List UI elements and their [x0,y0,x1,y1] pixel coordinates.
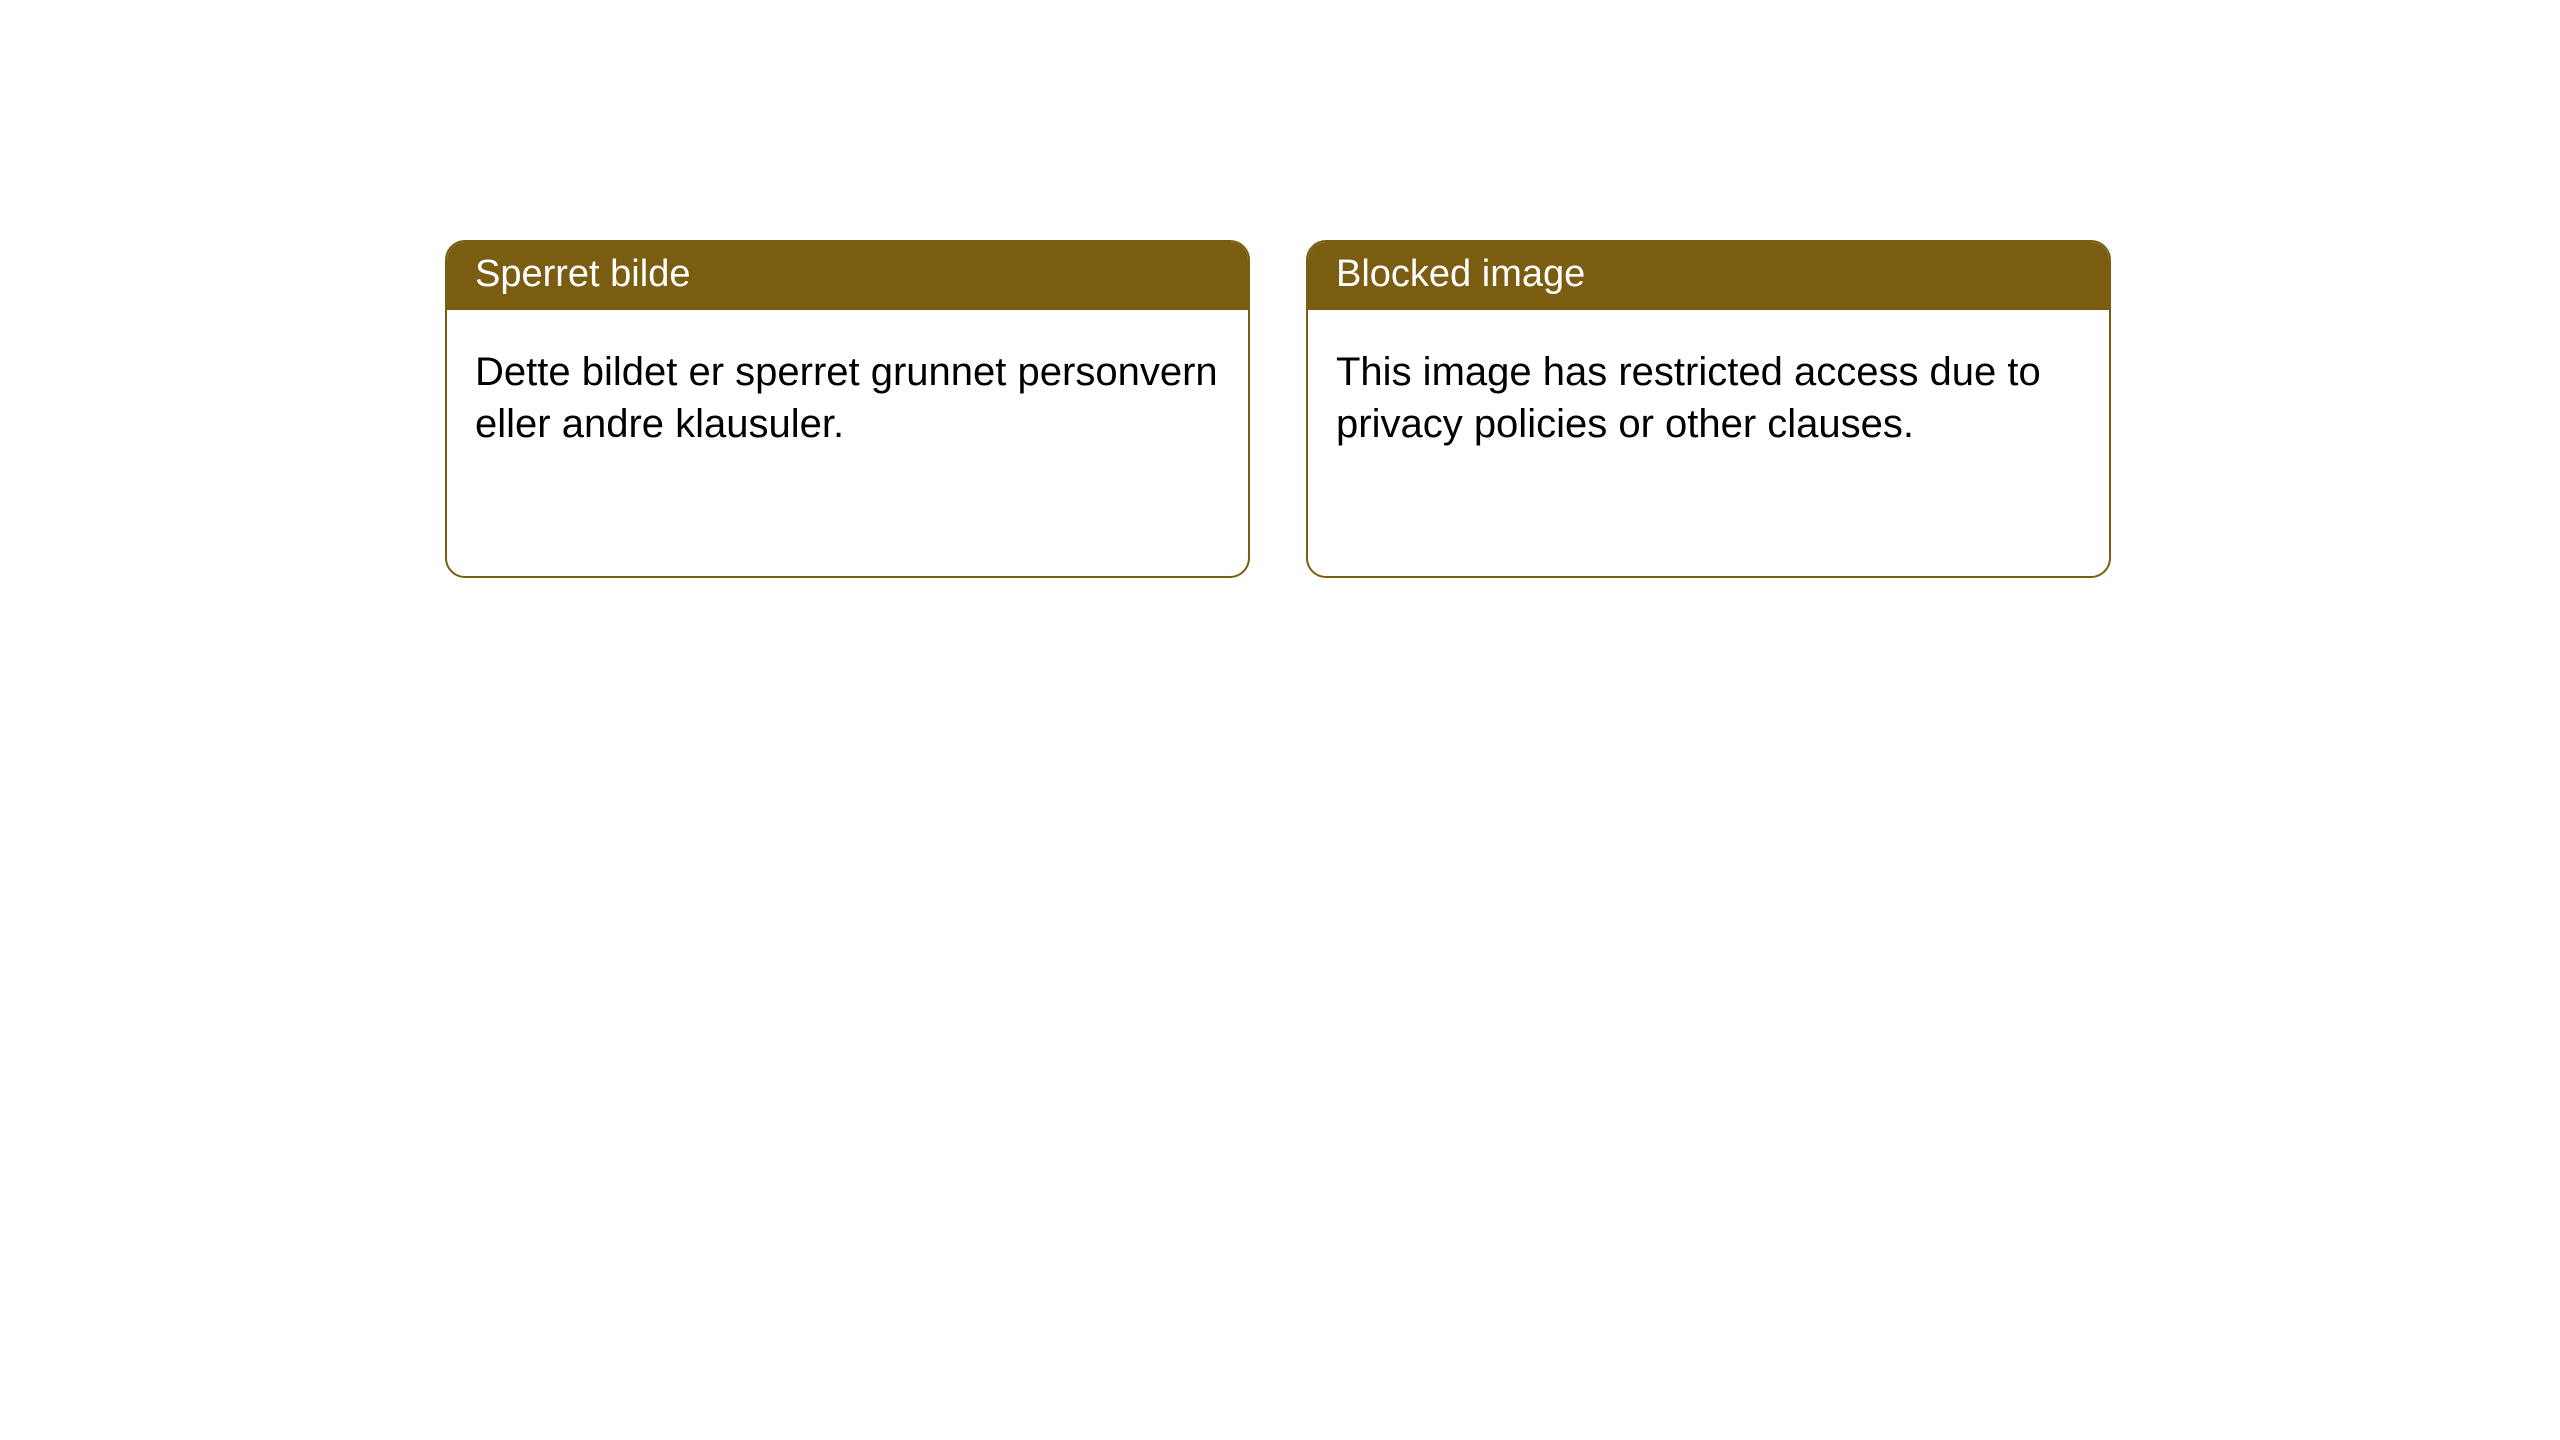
card-body: Dette bildet er sperret grunnet personve… [447,310,1248,478]
cards-container: Sperret bilde Dette bildet er sperret gr… [0,0,2560,578]
notice-card-norwegian: Sperret bilde Dette bildet er sperret gr… [445,240,1250,578]
card-header: Blocked image [1308,242,2109,310]
notice-card-english: Blocked image This image has restricted … [1306,240,2111,578]
card-header: Sperret bilde [447,242,1248,310]
card-body: This image has restricted access due to … [1308,310,2109,478]
